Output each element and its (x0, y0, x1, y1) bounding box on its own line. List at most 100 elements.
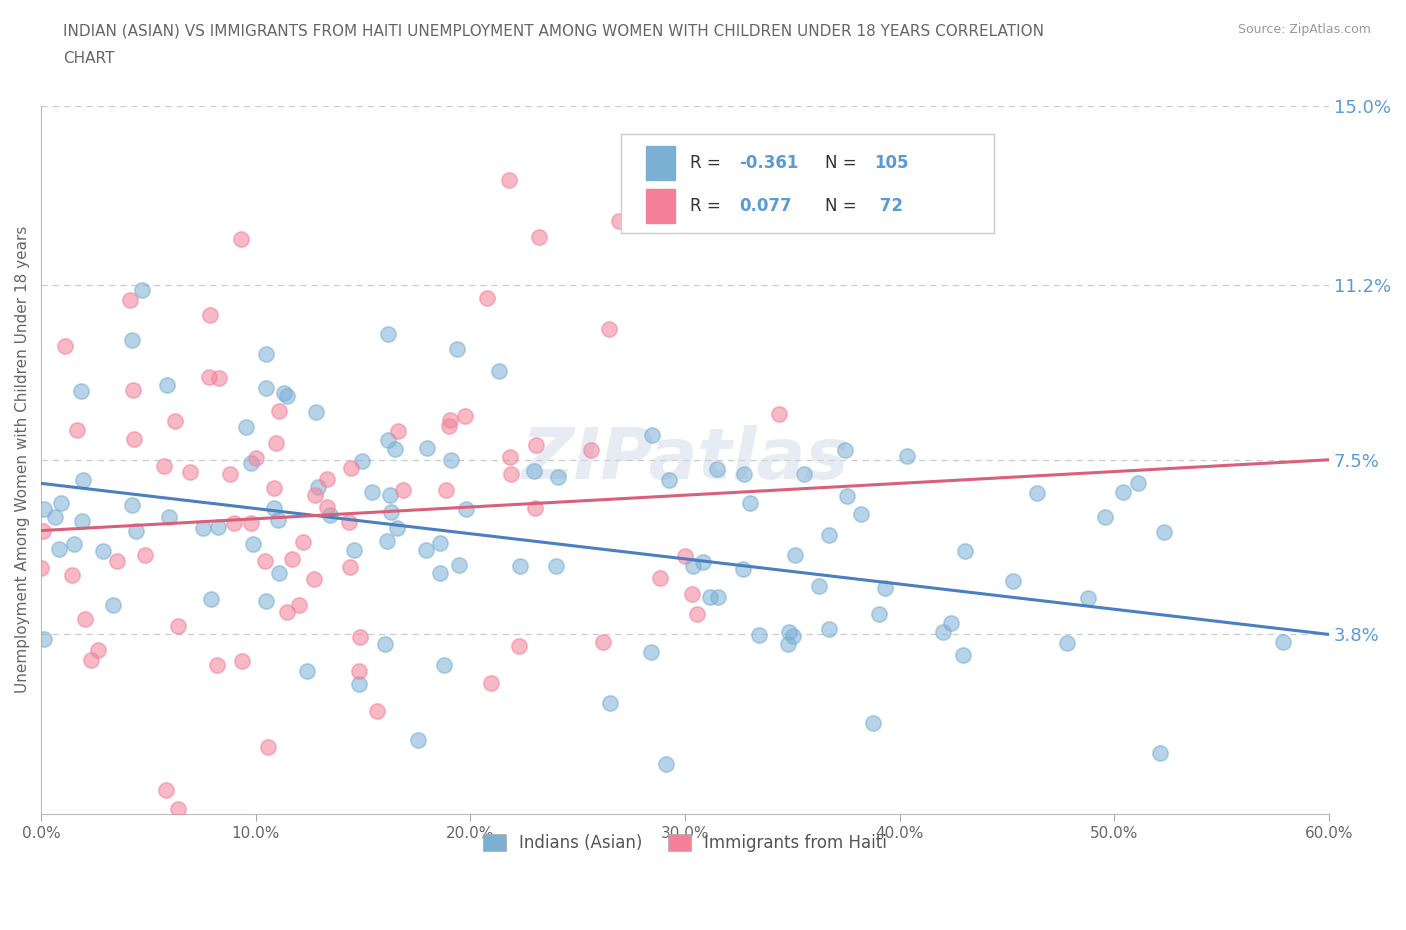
Text: 0.077: 0.077 (740, 196, 792, 215)
Point (415, 542, 437, 557)
Point (387, 424, 409, 439)
Point (1001, 574, 1024, 589)
Point (648, 571, 671, 586)
Point (408, 733, 430, 748)
Point (316, 500, 339, 515)
Point (30, 561, 52, 576)
Point (1094, 510, 1116, 525)
Point (242, 537, 264, 551)
Point (153, 459, 176, 474)
Point (793, 466, 815, 481)
Point (416, 441, 439, 456)
Point (733, 467, 755, 482)
Point (31, 524, 53, 538)
Point (488, 363, 510, 378)
Point (121, 498, 143, 512)
Point (101, 597, 124, 612)
Point (434, 483, 457, 498)
Point (776, 636, 799, 651)
Point (267, 404, 290, 418)
Point (385, 520, 408, 535)
Point (292, 534, 315, 549)
Text: CHART: CHART (63, 51, 115, 66)
Point (281, 551, 304, 566)
Text: -0.361: -0.361 (740, 154, 799, 172)
Point (125, 523, 148, 538)
Point (685, 606, 707, 621)
Point (343, 542, 366, 557)
Point (673, 549, 696, 564)
Point (155, 378, 177, 392)
Point (523, 464, 546, 479)
Text: R =: R = (690, 154, 727, 172)
Point (808, 578, 831, 593)
Point (449, 558, 471, 573)
Point (124, 432, 146, 446)
Point (818, 528, 841, 543)
Point (131, 283, 153, 298)
Point (73, 612, 96, 627)
Point (245, 451, 267, 466)
Point (347, 676, 370, 691)
Point (896, 449, 918, 464)
Point (377, 432, 399, 447)
Point (32, 631, 55, 646)
Point (849, 507, 872, 522)
Text: N =: N = (825, 154, 862, 172)
Point (263, 481, 285, 496)
Point (380, 487, 402, 502)
Point (527, 230, 550, 245)
Point (208, 370, 231, 385)
Point (598, 322, 620, 337)
Text: INDIAN (ASIAN) VS IMMIGRANTS FROM HAITI UNEMPLOYMENT AMONG WOMEN WITH CHILDREN U: INDIAN (ASIAN) VS IMMIGRANTS FROM HAITI … (63, 23, 1045, 38)
Point (235, 420, 257, 435)
Point (654, 757, 676, 772)
Point (437, 418, 460, 433)
Point (509, 559, 531, 574)
Point (783, 548, 806, 563)
Point (207, 520, 229, 535)
Point (60, 568, 83, 583)
Point (339, 460, 361, 475)
Text: ZIPatlas: ZIPatlas (522, 425, 849, 494)
Point (257, 739, 280, 754)
Point (499, 449, 522, 464)
Point (384, 442, 406, 457)
Text: Source: ZipAtlas.com: Source: ZipAtlas.com (1237, 23, 1371, 36)
Point (319, 508, 342, 523)
Point (374, 636, 396, 651)
Point (267, 512, 290, 527)
Point (121, 333, 143, 348)
Point (547, 470, 569, 485)
Point (263, 500, 285, 515)
Point (818, 621, 841, 636)
Point (953, 544, 976, 559)
Point (63, 536, 86, 551)
Point (1153, 525, 1175, 539)
Text: R =: R = (690, 196, 727, 215)
Point (692, 554, 714, 569)
Text: 72: 72 (875, 196, 904, 215)
Point (276, 389, 298, 404)
Point (599, 696, 621, 711)
Point (380, 505, 402, 520)
Point (440, 452, 463, 467)
Point (302, 571, 325, 586)
Point (1271, 634, 1294, 649)
Point (508, 639, 530, 654)
Point (207, 658, 229, 672)
Point (155, 782, 177, 797)
Point (49, 496, 72, 511)
Point (1126, 475, 1149, 490)
Point (952, 648, 974, 663)
Point (1112, 485, 1135, 499)
Point (391, 483, 413, 498)
Point (80, 653, 103, 668)
Point (499, 466, 522, 481)
Point (439, 413, 461, 428)
Point (256, 380, 278, 395)
Point (305, 405, 328, 419)
Point (375, 534, 398, 549)
Point (868, 606, 890, 621)
Point (191, 521, 214, 536)
